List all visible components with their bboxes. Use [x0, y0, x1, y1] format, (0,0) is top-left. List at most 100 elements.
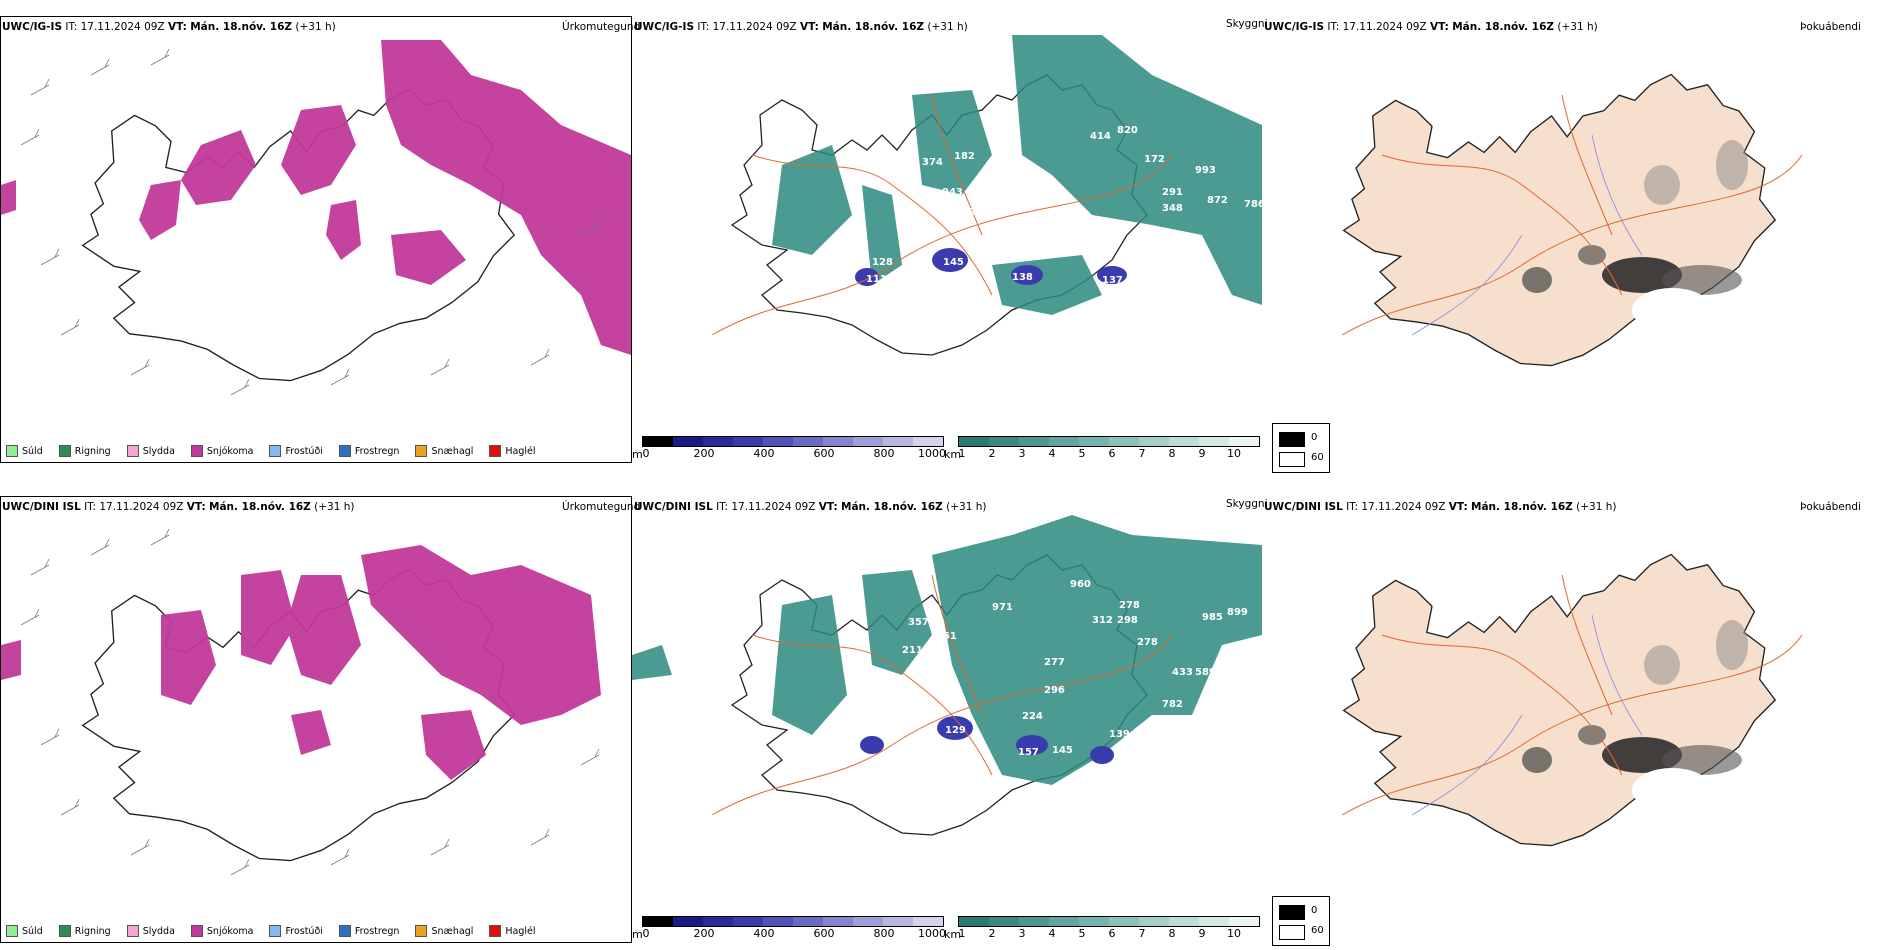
ceiling-label: 145 [1052, 745, 1073, 756]
ceiling-label: 820 [1117, 125, 1138, 136]
panel-header: UWC/DINI ISL IT: 17.11.2024 09Z VT: Mán.… [634, 501, 987, 513]
ceiling-label: 139 [1109, 729, 1130, 740]
visibility-colorbar [958, 436, 1260, 447]
ceiling-label: 960 [1070, 579, 1091, 590]
legend-item-sleet: Slydda [126, 445, 175, 457]
legend-item-freezing-rain: Frostregn [338, 925, 399, 937]
product-title: Skyggni [1226, 498, 1268, 510]
ceiling-label: 111 [866, 274, 887, 285]
visibility-scale: km 1 2 3 4 5 6 7 8 9 10 [944, 916, 1262, 942]
legend-item-snow-pellets: Snæhagl [415, 925, 473, 937]
legend-item-sleet: Slydda [126, 925, 175, 937]
ceiling-label: 348 [1162, 203, 1183, 214]
ceiling-label: 137 [1102, 275, 1123, 286]
panel-header: UWC/IG-IS IT: 17.11.2024 09Z VT: Mán. 18… [634, 21, 968, 33]
ceiling-label: 182 [954, 151, 975, 162]
ceiling-label: 123 [1042, 227, 1063, 238]
legend-item-drizzle: Súld [6, 445, 43, 457]
ceiling-label: 117 [997, 247, 1018, 258]
panel-header: UWC/DINI ISL IT: 17.11.2024 09Z VT: Mán.… [2, 501, 355, 513]
ceiling-label: 985 [1202, 612, 1223, 623]
precip-type-map [1, 40, 631, 396]
precip-type-panel-top: UWC/IG-IS IT: 17.11.2024 09Z VT: Mán. 18… [0, 13, 640, 463]
ceiling-scale: m 0 200 400 600 800 1000 [632, 436, 946, 462]
ceiling-labels: 374 182 943 126 123 145 111 128 138 117 … [866, 125, 1262, 286]
wind-barbs [20, 528, 600, 876]
visibility-map: 357 151 211 971 960 312 278 298 278 277 … [632, 515, 1262, 836]
legend-item-rain: Rigning [58, 925, 111, 937]
ceiling-label: 151 [936, 631, 957, 642]
ceiling-label: 224 [1022, 711, 1043, 722]
product-title: Úrkomutegund [562, 21, 641, 33]
low-visibility-areas [632, 515, 1262, 785]
fog-map [1341, 73, 1803, 367]
ceiling-labels: 357 151 211 971 960 312 278 298 278 277 … [878, 579, 1248, 758]
ceiling-colorbar [642, 436, 944, 447]
panel-header: UWC/IG-IS IT: 17.11.2024 09Z VT: Mán. 18… [2, 21, 336, 33]
visibility-unit: km [944, 928, 962, 941]
roads [711, 574, 1173, 816]
visibility-colorbar [958, 916, 1260, 927]
panel-frame [0, 16, 632, 463]
ceiling-label: 374 [922, 157, 943, 168]
ceiling-label: 277 [1044, 657, 1065, 668]
ceiling-label: 312 [1092, 615, 1113, 626]
fog-shading [1522, 620, 1748, 812]
ceiling-label: 126 [962, 207, 983, 218]
visibility-map: 374 182 943 126 123 145 111 128 138 117 … [711, 35, 1262, 356]
precip-type-map [1, 528, 601, 876]
ceiling-label: 971 [992, 602, 1013, 613]
roads [1341, 574, 1803, 816]
ceiling-label: 291 [1162, 187, 1183, 198]
ceiling-label: 357 [908, 617, 929, 628]
ceiling-label: 296 [1044, 685, 1065, 696]
visibility-panel-bottom: UWC/DINI ISL IT: 17.11.2024 09Z VT: Mán.… [632, 493, 1268, 943]
ceiling-label: 414 [1090, 131, 1111, 142]
ceiling-label: 138 [1012, 272, 1033, 283]
product-title: Skyggni [1226, 18, 1268, 30]
visibility-scale: km 1 2 3 4 5 6 7 8 9 10 [944, 436, 1262, 462]
ceiling-label: 278 [1137, 637, 1158, 648]
panel-header: UWC/DINI ISL IT: 17.11.2024 09Z VT: Mán.… [1264, 501, 1617, 513]
ceiling-label: 157 [1018, 747, 1039, 758]
low-visibility-areas [772, 35, 1262, 315]
ceiling-label: 211 [902, 645, 923, 656]
legend-item-hail: Haglél [489, 445, 536, 457]
ceiling-label: 899 [1227, 607, 1248, 618]
ceiling-label: 786 [1244, 199, 1262, 210]
precip-legend: Súld Rigning Slydda Snjókoma Frostúði Fr… [6, 445, 548, 457]
rivers [1411, 614, 1643, 816]
legend-item-snow: Snjókoma [190, 445, 253, 457]
roads [711, 94, 1173, 336]
product-title: Þokuábendi [1800, 501, 1861, 513]
fog-map [1341, 553, 1803, 847]
legend-item-snow-pellets: Snæhagl [415, 445, 473, 457]
fog-legend: 0 60 [1272, 896, 1330, 946]
ceiling-label: 872 [1207, 195, 1228, 206]
product-title: Þokuábendi [1800, 21, 1861, 33]
fog-panel-top: UWC/IG-IS IT: 17.11.2024 09Z VT: Mán. 18… [1262, 13, 1862, 473]
snow-areas [1, 40, 631, 355]
precip-type-panel-bottom: UWC/DINI ISL IT: 17.11.2024 09Z VT: Mán.… [0, 493, 640, 943]
legend-item-hail: Haglél [489, 925, 536, 937]
visibility-unit: km [944, 448, 962, 461]
legend-item-rain: Rigning [58, 445, 111, 457]
legend-item-snow: Snjókoma [190, 925, 253, 937]
ceiling-label: 172 [1144, 154, 1165, 165]
ceiling-label: 993 [1195, 165, 1216, 176]
roads [1341, 94, 1803, 336]
ceiling-colorbar [642, 916, 944, 927]
fog-legend: 0 60 [1272, 423, 1330, 473]
ceiling-unit: m [632, 448, 643, 461]
fog-shading [1522, 140, 1748, 332]
ceiling-label: 943 [942, 187, 963, 198]
product-title: Úrkomutegund [562, 501, 641, 513]
wind-barbs [20, 48, 600, 396]
ceiling-label: 589 [1195, 667, 1216, 678]
legend-item-drizzle: Súld [6, 925, 43, 937]
fog-panel-bottom: UWC/DINI ISL IT: 17.11.2024 09Z VT: Mán.… [1262, 493, 1862, 946]
ceiling-label: 128 [872, 257, 893, 268]
visibility-panel-top: UWC/IG-IS IT: 17.11.2024 09Z VT: Mán. 18… [632, 13, 1268, 463]
ceiling-unit: m [632, 928, 643, 941]
legend-item-freezing-drizzle: Frostúði [269, 445, 323, 457]
